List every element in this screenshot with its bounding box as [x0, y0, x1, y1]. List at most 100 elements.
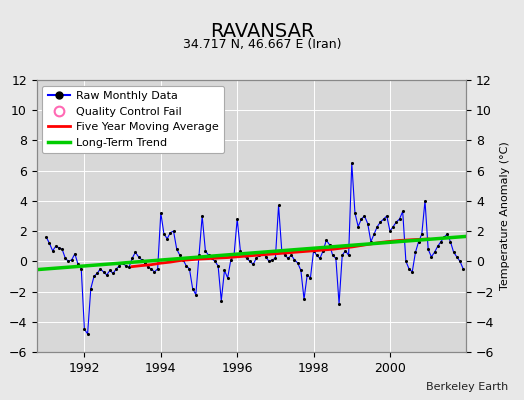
Point — [45, 240, 53, 246]
Point — [418, 231, 426, 237]
Legend: Raw Monthly Data, Quality Control Fail, Five Year Moving Average, Long-Term Tren: Raw Monthly Data, Quality Control Fail, … — [42, 86, 224, 153]
Point — [284, 255, 292, 262]
Text: 34.717 N, 46.667 E (Iran): 34.717 N, 46.667 E (Iran) — [183, 38, 341, 51]
Point — [77, 266, 85, 272]
Point — [424, 246, 432, 252]
Point — [319, 248, 328, 254]
Point — [312, 252, 321, 258]
Point — [189, 285, 197, 292]
Point — [48, 248, 57, 254]
Point — [134, 254, 143, 260]
Point — [154, 266, 162, 272]
Point — [402, 258, 410, 264]
Point — [166, 230, 174, 236]
Point — [271, 255, 280, 262]
Point — [347, 160, 356, 166]
Point — [261, 254, 270, 260]
Point — [341, 248, 350, 254]
Point — [204, 252, 213, 258]
Point — [71, 250, 79, 257]
Point — [357, 216, 366, 222]
Point — [433, 243, 442, 250]
Text: Berkeley Earth: Berkeley Earth — [426, 382, 508, 392]
Point — [220, 267, 228, 274]
Point — [131, 249, 139, 256]
Point — [128, 255, 136, 262]
Point — [408, 269, 417, 275]
Point — [303, 272, 311, 278]
Point — [239, 252, 248, 258]
Text: RAVANSAR: RAVANSAR — [210, 22, 314, 41]
Point — [214, 263, 222, 269]
Point — [252, 255, 260, 262]
Point — [198, 213, 206, 219]
Point — [421, 198, 429, 204]
Point — [150, 269, 159, 275]
Point — [157, 210, 165, 216]
Point — [160, 231, 168, 237]
Point — [290, 257, 299, 263]
Point — [361, 213, 369, 219]
Point — [411, 249, 420, 256]
Point — [54, 244, 63, 251]
Point — [195, 252, 203, 258]
Point — [281, 252, 289, 258]
Point — [68, 257, 76, 263]
Point — [351, 210, 359, 216]
Point — [223, 275, 232, 281]
Point — [208, 255, 216, 262]
Point — [122, 263, 130, 269]
Point — [329, 252, 337, 258]
Point — [80, 326, 89, 332]
Point — [163, 236, 171, 242]
Point — [265, 258, 273, 264]
Point — [370, 231, 378, 237]
Point — [144, 264, 152, 270]
Point — [335, 300, 343, 307]
Point — [373, 223, 381, 230]
Point — [459, 266, 467, 272]
Point — [176, 252, 184, 258]
Point — [125, 264, 133, 270]
Point — [316, 255, 324, 262]
Point — [354, 223, 363, 230]
Point — [103, 272, 111, 278]
Point — [430, 249, 439, 256]
Point — [338, 252, 346, 258]
Point — [268, 257, 277, 263]
Point — [86, 285, 95, 292]
Point — [446, 238, 455, 245]
Point — [115, 263, 124, 269]
Point — [112, 266, 121, 272]
Point — [389, 223, 397, 230]
Point — [233, 216, 242, 222]
Point — [300, 296, 308, 302]
Point — [236, 248, 245, 254]
Point — [453, 254, 461, 260]
Point — [325, 242, 334, 248]
Point — [376, 219, 385, 225]
Point — [275, 202, 283, 209]
Point — [179, 257, 187, 263]
Point — [140, 260, 149, 266]
Point — [456, 258, 464, 264]
Point — [192, 291, 200, 298]
Point — [332, 255, 340, 262]
Point — [42, 234, 50, 240]
Point — [172, 246, 181, 252]
Point — [450, 249, 458, 256]
Point — [278, 248, 286, 254]
Point — [243, 255, 251, 262]
Point — [322, 237, 331, 243]
Point — [405, 266, 413, 272]
Point — [443, 231, 452, 237]
Point — [379, 216, 388, 222]
Point — [392, 219, 400, 225]
Point — [217, 298, 225, 304]
Point — [83, 331, 92, 337]
Point — [255, 252, 264, 258]
Point — [395, 216, 403, 222]
Point — [398, 208, 407, 215]
Point — [201, 248, 210, 254]
Point — [61, 255, 70, 262]
